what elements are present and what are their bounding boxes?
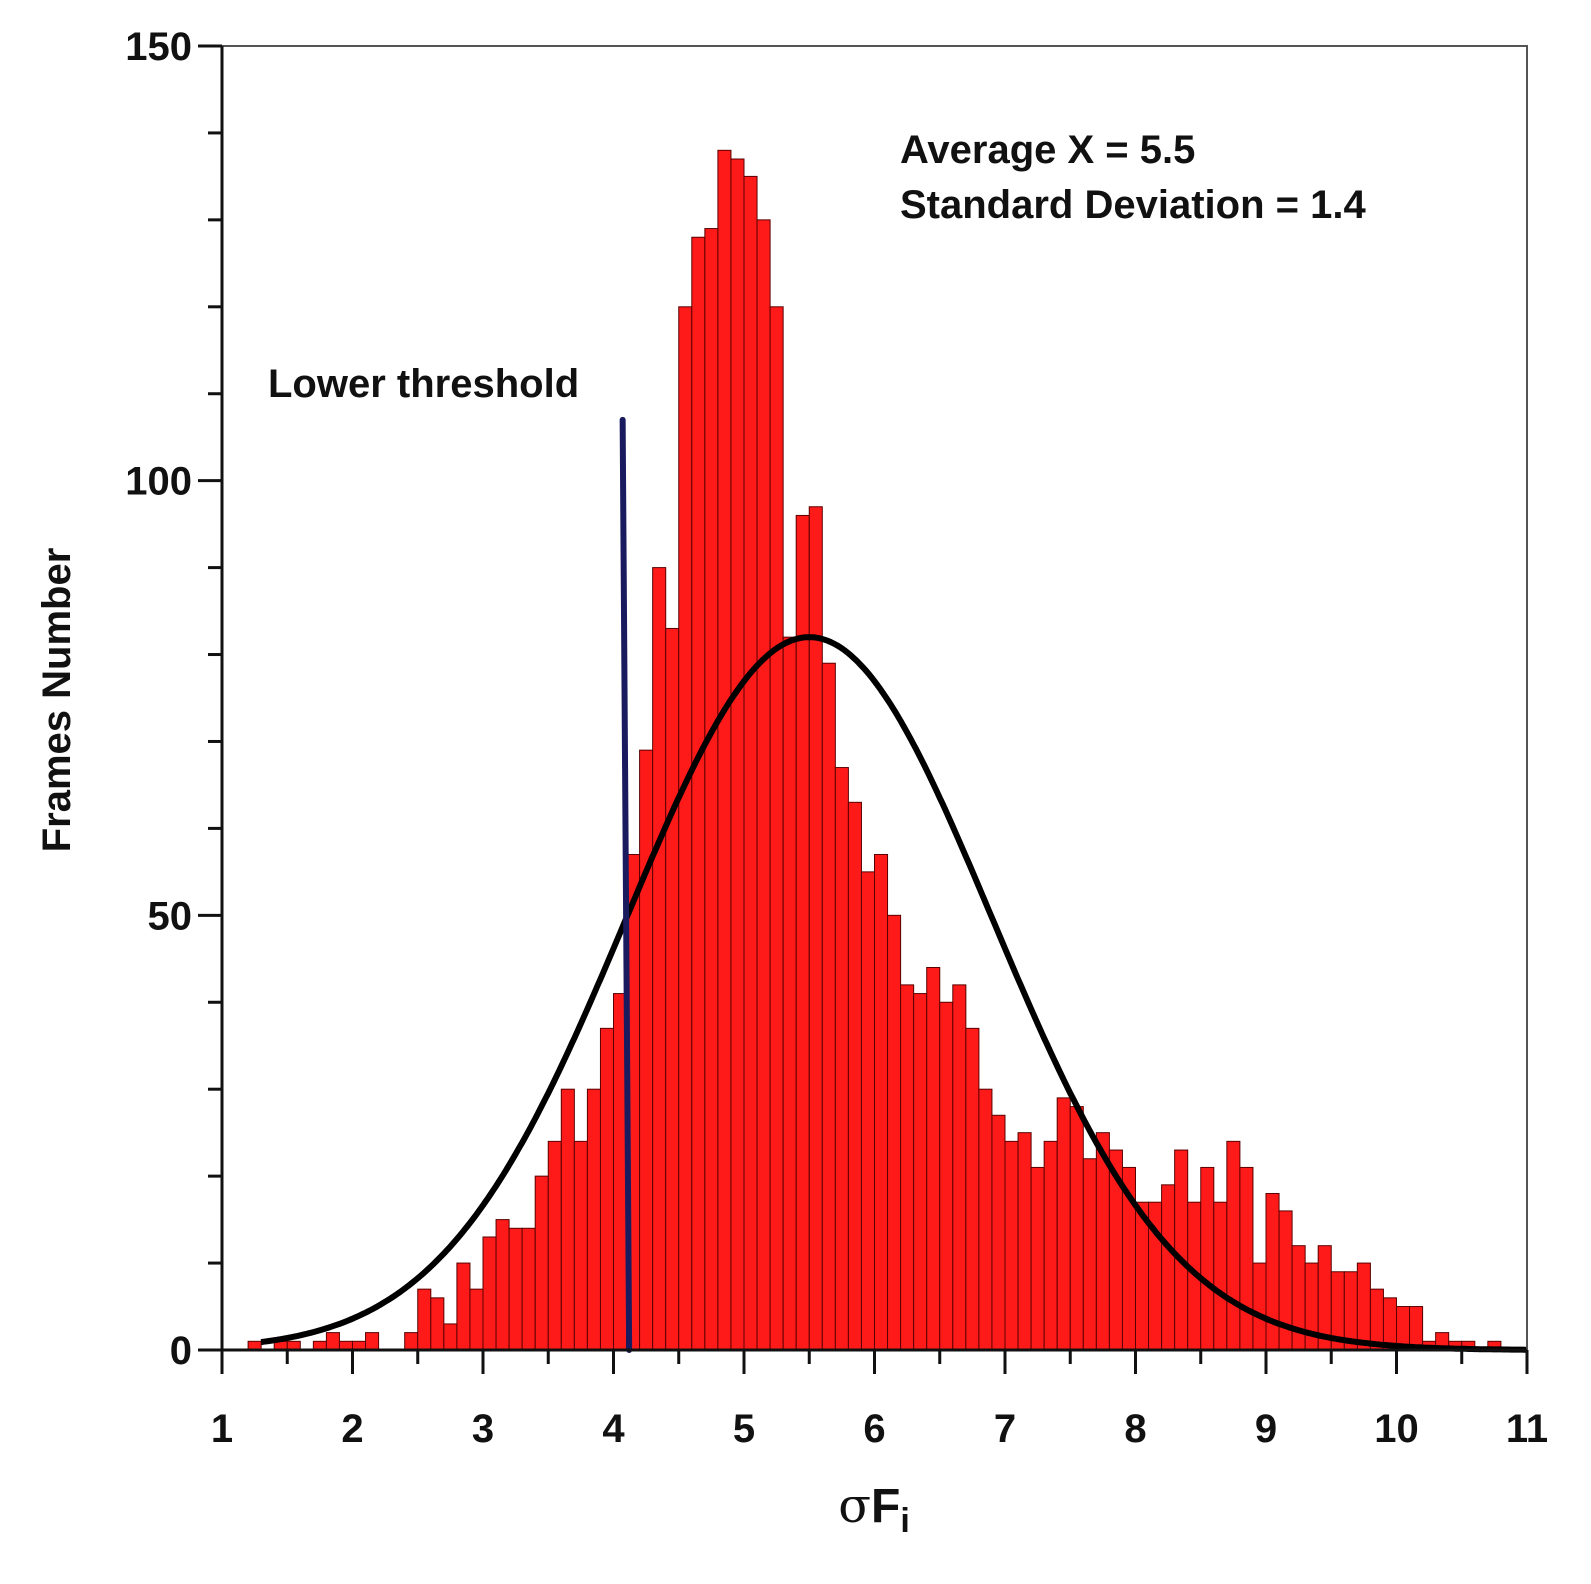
x-axis-title: σFi	[838, 1478, 910, 1540]
histogram-bar	[665, 627, 680, 1351]
x-tick-label: 1	[211, 1407, 233, 1451]
histogram-bar	[1069, 1106, 1084, 1351]
histogram-bar	[1004, 1140, 1019, 1351]
histogram-bar	[847, 801, 862, 1351]
histogram-bar	[586, 1088, 601, 1351]
histogram-bar	[926, 966, 941, 1351]
x-axis-title-subscript: i	[900, 1502, 909, 1540]
x-tick-label: 5	[733, 1407, 755, 1451]
histogram-bar	[469, 1288, 484, 1351]
histogram-bar	[782, 636, 797, 1351]
histogram-bar	[443, 1323, 458, 1351]
normal-fit-curve	[260, 634, 1527, 1353]
histogram-bar	[652, 567, 667, 1351]
histogram-bar	[756, 219, 771, 1351]
histogram-bar	[1356, 1262, 1371, 1351]
histogram-bar	[900, 984, 915, 1351]
histogram-bar	[521, 1227, 536, 1351]
histogram-bar	[939, 1001, 954, 1351]
histogram-bars	[247, 149, 1502, 1351]
histogram-bar	[678, 306, 693, 1351]
histogram-bar	[417, 1288, 432, 1351]
annotation-average: Average X = 5.5	[900, 128, 1195, 172]
histogram-bar	[1017, 1132, 1032, 1351]
histogram-bar	[1200, 1166, 1215, 1351]
x-tick-label: 2	[341, 1407, 363, 1451]
x-tick-label: 11	[1506, 1407, 1548, 1451]
histogram-bar	[534, 1175, 549, 1351]
histogram-bar	[547, 1140, 562, 1351]
histogram-bar	[834, 767, 849, 1351]
histogram-bar	[456, 1262, 471, 1351]
histogram-bar	[860, 871, 876, 1351]
histogram-bar	[887, 914, 902, 1351]
annotation-std-dev: Standard Deviation = 1.4	[900, 183, 1366, 227]
histogram-bar	[1409, 1306, 1424, 1351]
histogram-bar	[965, 1027, 980, 1351]
histogram-bar	[430, 1297, 445, 1351]
x-tick-label: 8	[1124, 1407, 1146, 1451]
histogram-bar	[821, 662, 836, 1351]
x-tick-label: 6	[863, 1407, 885, 1451]
histogram-bar	[1252, 1262, 1267, 1351]
histogram-bar	[1174, 1149, 1189, 1351]
histogram-bar	[482, 1236, 497, 1351]
histogram-bar	[495, 1219, 510, 1351]
y-tick-labels: 0 50 100 150	[125, 25, 192, 1373]
histogram-bar	[1239, 1166, 1254, 1351]
histogram-bar	[1043, 1140, 1058, 1351]
y-tick-label: 100	[125, 460, 192, 504]
histogram-bar	[508, 1227, 523, 1351]
x-tick-label: 9	[1255, 1407, 1277, 1451]
x-tick-label: 4	[602, 1407, 625, 1451]
histogram-bar	[573, 1140, 588, 1351]
histogram-bar	[1030, 1166, 1045, 1351]
x-tick-label: 3	[472, 1407, 494, 1451]
lower-threshold-label: Lower threshold	[268, 362, 579, 406]
histogram-bar	[874, 853, 889, 1351]
y-tick-label: 150	[125, 25, 192, 69]
histogram-bar	[717, 149, 732, 1351]
histogram-bar	[1056, 1097, 1071, 1351]
y-axis-title: Frames Number	[35, 548, 79, 853]
histogram-bar	[769, 306, 784, 1351]
histogram-bar	[691, 236, 706, 1351]
histogram-bar	[704, 228, 719, 1351]
x-tick-label: 7	[994, 1407, 1016, 1451]
histogram-bar	[1082, 1158, 1097, 1351]
histogram-bar	[808, 506, 823, 1351]
histogram-bar	[365, 1332, 380, 1351]
histogram-bar	[952, 984, 967, 1351]
histogram-bar	[599, 1027, 615, 1351]
x-tick-label: 10	[1374, 1407, 1419, 1451]
histogram-bar	[1161, 1184, 1176, 1351]
histogram-bar	[913, 993, 928, 1351]
x-axis-title-symbol: σ	[838, 1478, 871, 1534]
histogram-bar	[730, 158, 745, 1351]
histogram-bar	[1265, 1193, 1280, 1351]
histogram-bar	[743, 175, 758, 1351]
y-tick-label: 0	[170, 1329, 192, 1373]
histogram-bar	[404, 1332, 419, 1351]
histogram-bar	[325, 1332, 340, 1351]
lower-threshold-line	[619, 416, 633, 1353]
y-tick-label: 50	[148, 894, 193, 938]
histogram-bar	[1213, 1201, 1228, 1351]
histogram-bar	[991, 1114, 1006, 1351]
x-axis-title-main: F	[871, 1480, 900, 1533]
histogram-bar	[639, 749, 654, 1351]
x-tick-labels: 1 2 3 4 5 6 7 8 9 10 11	[211, 1407, 1548, 1451]
histogram-bar	[560, 1088, 575, 1351]
histogram-bar	[1226, 1140, 1241, 1351]
histogram-bar	[978, 1088, 993, 1351]
axis-ticks	[198, 44, 1529, 1374]
